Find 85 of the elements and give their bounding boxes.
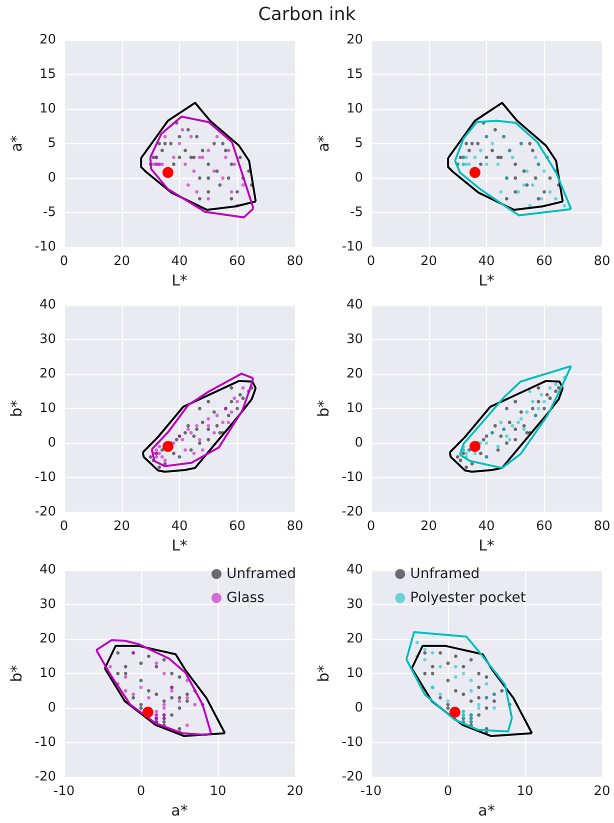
- y-tick-label: -20: [34, 504, 56, 520]
- y-tick-label: 5: [48, 136, 56, 152]
- y-tick-label: 30: [39, 332, 56, 348]
- y-tick-label: 20: [39, 366, 56, 382]
- x-tick-label: 20: [113, 254, 130, 270]
- x-tick-label: 80: [594, 254, 610, 270]
- y-tick-label: 40: [346, 298, 363, 312]
- y-tick-label: -10: [34, 470, 56, 486]
- x-tick-label: 0: [444, 784, 452, 800]
- x-tick-label: 80: [286, 254, 304, 270]
- x-tick-label: 10: [210, 784, 226, 800]
- y-tick-label: 20: [39, 32, 56, 48]
- x-tick-label: 0: [60, 519, 68, 534]
- y-axis-title: a*: [7, 134, 26, 152]
- y-tick-label: -20: [342, 504, 363, 520]
- y-axis-title: b*: [314, 400, 332, 418]
- x-tick-label: 60: [228, 519, 246, 534]
- y-tick-label: 5: [354, 136, 363, 152]
- y-tick-label: 30: [346, 597, 363, 612]
- y-tick-label: 0: [48, 170, 56, 186]
- y-tick-label: -10: [342, 735, 363, 750]
- y-tick-label: 0: [48, 700, 56, 716]
- y-tick-label: 10: [39, 666, 56, 682]
- x-tick-label: 0: [366, 519, 376, 534]
- x-axis-title: L*: [478, 536, 495, 554]
- x-tick-label: 80: [286, 519, 304, 534]
- x-tick-label: 60: [536, 254, 553, 270]
- y-tick-label: 20: [39, 632, 56, 647]
- y-tick-label: -5: [350, 205, 363, 220]
- y-tick-label: 10: [346, 401, 363, 416]
- x-tick-label: 0: [60, 254, 68, 270]
- y-tick-label: 10: [39, 102, 56, 117]
- y-tick-label: -10: [34, 240, 56, 255]
- y-tick-label: 20: [346, 366, 363, 382]
- y-tick-label: 0: [354, 170, 363, 186]
- x-axis-title: L*: [172, 536, 188, 554]
- x-tick-label: 20: [286, 784, 304, 800]
- legend-label: Glass: [226, 590, 264, 606]
- y-tick-label: 10: [39, 401, 56, 416]
- y-tick-label: -20: [342, 770, 363, 785]
- x-axis-title: L*: [172, 272, 188, 290]
- x-tick-label: 20: [594, 784, 610, 800]
- y-tick-label: 0: [354, 436, 363, 451]
- legend-label: Polyester pocket: [410, 590, 526, 606]
- y-tick-label: 20: [346, 632, 363, 647]
- y-tick-label: 0: [354, 700, 363, 716]
- x-tick-label: 40: [478, 519, 495, 534]
- y-tick-label: -20: [34, 770, 56, 785]
- y-tick-label: -10: [342, 470, 363, 486]
- y-tick-label: 30: [346, 332, 363, 348]
- x-tick-label: 80: [594, 519, 610, 534]
- y-tick-label: -5: [43, 205, 56, 220]
- y-axis-title: b*: [7, 664, 26, 682]
- y-tick-label: 10: [346, 102, 363, 117]
- x-axis-title: a*: [478, 802, 496, 820]
- y-tick-label: 10: [346, 666, 363, 682]
- y-tick-label: 15: [39, 67, 56, 82]
- chart-title: Carbon ink: [257, 4, 357, 25]
- x-axis-title: L*: [478, 272, 495, 290]
- x-tick-label: 0: [136, 784, 146, 800]
- y-axis-title: a*: [314, 134, 332, 152]
- y-axis-title: b*: [7, 400, 26, 418]
- x-tick-label: 60: [536, 519, 553, 534]
- y-axis-title: b*: [314, 664, 332, 682]
- legend-label: Unframed: [410, 566, 480, 582]
- y-tick-label: 30: [39, 597, 56, 612]
- y-tick-label: 15: [346, 67, 363, 82]
- x-tick-label: 40: [171, 519, 188, 534]
- x-tick-label: 20: [113, 519, 130, 534]
- x-axis-title: a*: [171, 802, 188, 820]
- x-tick-label: 0: [366, 254, 376, 270]
- y-tick-label: 20: [346, 32, 363, 48]
- y-tick-label: 40: [346, 562, 363, 578]
- x-tick-label: 20: [420, 519, 438, 534]
- y-tick-label: 40: [39, 298, 56, 312]
- x-tick-label: 40: [171, 254, 188, 270]
- x-tick-label: 10: [516, 784, 534, 800]
- y-tick-label: 40: [39, 562, 56, 578]
- x-tick-label: 40: [478, 254, 495, 270]
- y-tick-label: -10: [34, 735, 56, 750]
- x-tick-label: 20: [420, 254, 438, 270]
- y-tick-label: 0: [48, 436, 56, 451]
- y-tick-label: -10: [342, 240, 363, 255]
- x-tick-label: 60: [228, 254, 246, 270]
- legend-label: Unframed: [226, 566, 296, 582]
